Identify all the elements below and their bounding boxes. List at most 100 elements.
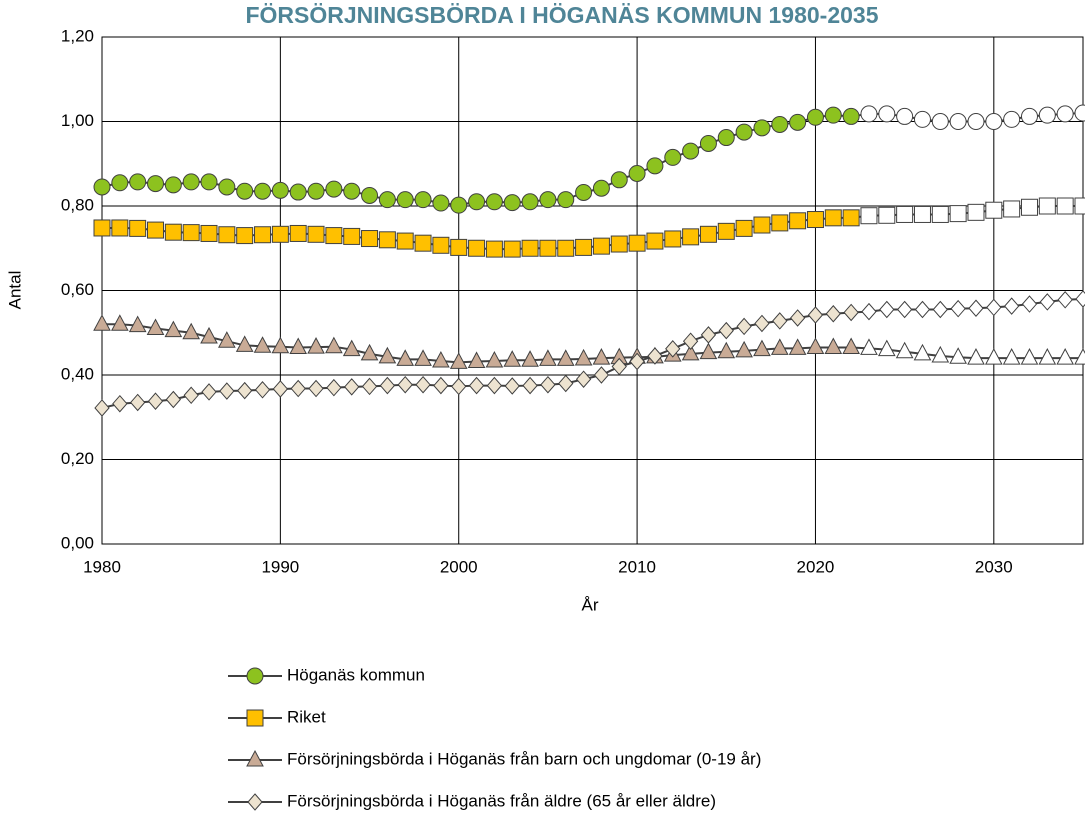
marker [789,113,807,131]
marker [770,338,789,355]
marker [325,227,343,245]
x-tick-label: 2010 [618,557,656,576]
marker [343,227,361,245]
marker [468,193,486,211]
marker [753,216,771,234]
marker [699,342,718,360]
marker [950,299,966,318]
marker [1057,291,1073,309]
marker [789,309,806,327]
marker [1020,198,1038,216]
marker [878,206,896,224]
marker [218,226,236,244]
legend-label: Försörjningsbörda i Höganäs från barn oc… [287,749,761,768]
marker [771,115,789,133]
marker [1020,107,1038,125]
marker [289,183,307,201]
marker [717,341,736,359]
marker [290,379,306,398]
marker [575,370,592,388]
marker [218,331,236,348]
marker [913,110,931,128]
marker [1056,197,1074,215]
marker [200,224,218,242]
marker [539,349,557,366]
marker [201,383,217,401]
marker [396,191,414,209]
marker [432,350,450,368]
marker [967,348,985,365]
marker [540,375,556,394]
marker [253,336,272,353]
marker [735,340,753,358]
marker [877,339,896,357]
marker [521,350,539,367]
marker [967,113,985,130]
marker [271,225,289,243]
marker [308,379,324,398]
marker [699,134,717,152]
marker [574,348,593,366]
marker [397,375,413,394]
marker [361,377,378,396]
marker [681,343,700,361]
marker [861,302,877,321]
marker [896,300,913,319]
marker [378,231,396,249]
marker [1074,104,1085,122]
marker [806,211,824,229]
marker [111,219,129,237]
marker [682,142,700,160]
marker [629,352,645,371]
marker [182,224,200,242]
marker [772,312,788,330]
marker [842,337,860,355]
marker [664,230,682,248]
marker [949,347,967,364]
marker [485,193,503,211]
marker [718,321,734,340]
marker [485,240,503,258]
marker [307,337,325,354]
marker [592,179,610,197]
marker [343,182,361,200]
marker [842,107,860,125]
y-tick-label: 1,00 [61,111,94,130]
marker [879,300,895,319]
marker [254,182,272,200]
marker [1074,197,1085,215]
marker [164,176,182,194]
marker [699,225,717,243]
marker [451,377,467,396]
marker [896,205,914,223]
marker [129,219,147,237]
y-tick-label: 0,00 [61,533,94,552]
marker [396,349,415,366]
x-tick-label: 1990 [261,557,299,576]
legend-label: Försörjningsbörda i Höganäs från äldre (… [287,791,716,810]
legend-label: Höganäs kommun [287,665,425,684]
marker [361,230,379,248]
marker [414,349,432,366]
marker [1038,106,1056,124]
marker [682,228,700,246]
marker [94,399,110,417]
marker [575,238,593,256]
marker [628,234,646,252]
marker [414,191,432,209]
marker [378,346,397,364]
marker [895,341,914,359]
marker [289,224,307,242]
marker [985,201,1003,219]
marker [1003,297,1020,315]
legend-label: Riket [287,707,326,726]
marker [164,320,183,338]
marker [789,212,807,230]
marker [432,236,450,254]
marker [468,239,486,257]
y-tick-label: 0,80 [61,195,94,214]
marker [736,317,752,336]
marker [147,221,165,239]
marker [129,173,147,191]
